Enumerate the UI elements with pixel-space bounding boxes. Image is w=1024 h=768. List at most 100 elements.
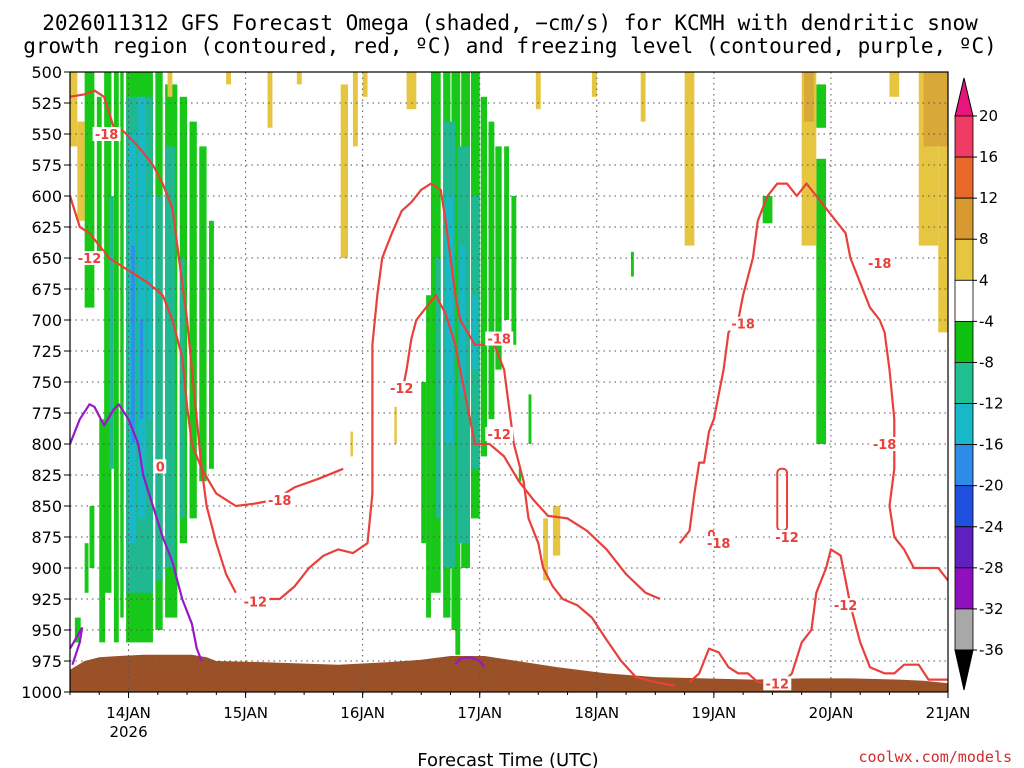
- y-tick-label-900: 900: [31, 559, 62, 578]
- omega-blue-band-1: [139, 320, 144, 420]
- y-tick-label-700: 700: [31, 311, 62, 330]
- contour-label-bg-6: [485, 427, 514, 442]
- omega-yellow-band-7: [352, 72, 358, 147]
- contour-label-4: -12: [390, 382, 414, 397]
- y-tick-label-625: 625: [31, 218, 62, 237]
- x-tick-label-14JAN: 14JAN: [106, 704, 151, 722]
- omega-yellow-band-13: [591, 72, 597, 97]
- colorbar-label-8: -16: [979, 436, 1004, 454]
- contour-label-14: 0: [156, 460, 165, 475]
- omega-green-iso-0: [816, 84, 827, 128]
- omega-yellow-band-9: [406, 72, 417, 110]
- x-tick-sublabel-14JAN: 2026: [109, 723, 147, 741]
- y-tick-label-800: 800: [31, 435, 62, 454]
- contour-label-bg-3: [241, 594, 270, 609]
- contour-label-bg-10: [865, 255, 894, 270]
- omega-teal-band-4: [179, 258, 185, 519]
- contour-label-9: -12: [775, 531, 799, 546]
- colorbar-label-7: -12: [979, 395, 1004, 413]
- contour-label-bg-13: [763, 676, 792, 691]
- omega-green-iso-2: [762, 196, 773, 224]
- colorbar-swatch-4: [954, 279, 974, 322]
- contour-label-6: -12: [487, 428, 511, 443]
- y-tick-label-925: 925: [31, 590, 62, 609]
- omega-green-iso-5: [518, 468, 522, 482]
- omega-green-band-0: [84, 72, 95, 308]
- contour-label-11: -12: [834, 599, 858, 614]
- colorbar-label-0: 20: [979, 107, 998, 125]
- colorbar-swatch-1: [954, 156, 974, 199]
- contour-label-bg-4: [387, 381, 416, 396]
- contour-label-bg-5: [485, 331, 514, 346]
- omega-yellow-band-10: [535, 72, 541, 110]
- y-tick-label-725: 725: [31, 342, 62, 361]
- y-tick-label-600: 600: [31, 187, 62, 206]
- colorbar-swatch-7: [954, 403, 974, 446]
- colorbar-swatch-2: [954, 197, 974, 240]
- colorbar-label-6: -8: [979, 353, 994, 371]
- credit-text: coolwx.com/models: [858, 748, 1012, 766]
- omega-yellow-band-8: [362, 72, 368, 97]
- omega-green-band-1: [96, 96, 102, 258]
- contour-label-bg-2: [265, 492, 294, 507]
- x-tick-label-17JAN: 17JAN: [457, 704, 502, 722]
- contour-line-3: [400, 294, 661, 601]
- colorbar-label-1: 16: [979, 148, 998, 166]
- plot-area: -18 -12 -18 -12 -12 -18 -12 -18 -18 -12 -18 -12 -18 -…: [69, 71, 949, 693]
- colorbar-label-2: 12: [979, 189, 998, 207]
- omega-yellow-band-1: [77, 121, 85, 221]
- contour-line-4: [678, 182, 948, 582]
- omega-green-band2-9: [426, 295, 431, 618]
- colorbar-label-9: -20: [979, 477, 1004, 495]
- omega-green-band2-11: [455, 543, 461, 655]
- omega-green-iso-4: [528, 394, 532, 444]
- contour-label-0: -18: [95, 128, 119, 143]
- omega-green-band-2: [104, 72, 112, 593]
- colorbar-swatch-3: [954, 238, 974, 281]
- x-tick-label-19JAN: 19JAN: [691, 704, 736, 722]
- y-tick-label-825: 825: [31, 466, 62, 485]
- omega-cyan-band-1: [138, 96, 146, 519]
- terrain-surface: [70, 654, 948, 692]
- x-tick-label-15JAN: 15JAN: [223, 704, 268, 722]
- y-tick-label-850: 850: [31, 497, 62, 516]
- y-tick-label-975: 975: [31, 652, 62, 671]
- omega-green-band2-10: [421, 382, 427, 544]
- y-tick-label-750: 750: [31, 373, 62, 392]
- colorbar-swatch-6: [954, 362, 974, 404]
- contour-label-bg-8: [729, 316, 758, 331]
- contour-label-2: -18: [268, 494, 292, 509]
- omega-green-band-4: [120, 72, 124, 618]
- omega-yellow-band-5: [296, 72, 302, 85]
- contour-line-6: [70, 403, 203, 662]
- y-tick-label-650: 650: [31, 249, 62, 268]
- omega-yellow-band-14: [640, 72, 646, 122]
- colorbar-label-13: -36: [979, 641, 1004, 659]
- colorbar-swatch-8: [954, 444, 974, 487]
- contour-line-5: [688, 548, 948, 685]
- omega-yellow-band-3: [226, 72, 231, 85]
- contour-label-8: -18: [731, 318, 755, 333]
- y-tick-label-675: 675: [31, 280, 62, 299]
- colorbar-swatch-5: [954, 320, 974, 363]
- omega-green-band2-8: [504, 146, 509, 320]
- omega-tan-band-0: [923, 72, 948, 147]
- contour-label-bg-0: [92, 127, 121, 141]
- colorbar-bottom-arrow: [954, 649, 974, 691]
- colorbar-label-12: -32: [979, 600, 1004, 618]
- omega-yellow-band-17: [889, 72, 900, 97]
- contour-closed-1: [776, 467, 789, 532]
- omega-teal-band-3: [109, 196, 114, 469]
- y-tick-label-875: 875: [31, 528, 62, 547]
- y-tick-label-575: 575: [31, 156, 62, 175]
- contour-label-bg-9: [773, 530, 802, 544]
- colorbar-top-arrow: [954, 77, 974, 117]
- omega-yellow-band-6: [340, 84, 349, 259]
- colorbar-swatch-10: [954, 526, 974, 569]
- y-tick-label-1000: 1000: [21, 683, 62, 702]
- colorbar-swatch-0: [954, 115, 974, 158]
- omega-green-band-9: [189, 121, 197, 519]
- omega-yellow-band-19: [938, 96, 948, 333]
